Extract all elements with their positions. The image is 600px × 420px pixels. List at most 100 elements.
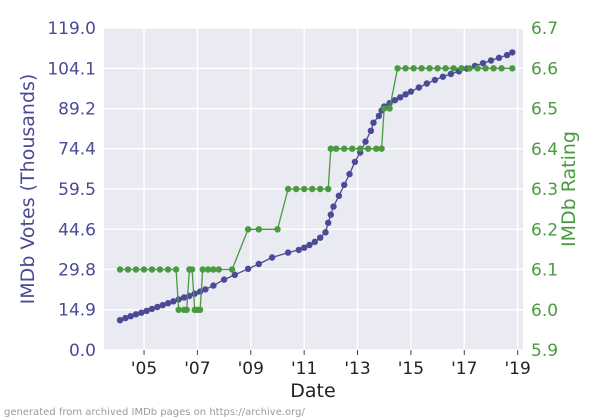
rating-point [116, 266, 124, 273]
rating-point [188, 266, 196, 273]
rating-point [293, 185, 300, 193]
votes-point [148, 305, 156, 313]
votes-point [311, 238, 318, 245]
left-tick-label: 119.0 [47, 19, 96, 39]
rating-point [365, 145, 372, 152]
votes-point [138, 309, 145, 316]
votes-point [132, 311, 140, 318]
rating-point [132, 266, 140, 273]
votes-point [268, 254, 276, 261]
rating-point [458, 65, 465, 72]
rating-point [204, 266, 212, 273]
votes-point [170, 298, 177, 305]
votes-point [509, 49, 516, 56]
x-tick-label: '17 [451, 359, 477, 379]
rating-point [378, 145, 385, 152]
votes-point [116, 317, 124, 324]
votes-point [351, 158, 359, 166]
votes-point [397, 94, 404, 101]
votes-point [423, 80, 431, 87]
rating-point [140, 266, 148, 273]
votes-point [202, 286, 209, 293]
rating-point [410, 65, 417, 72]
votes-point [362, 138, 369, 145]
rating-point [474, 65, 481, 72]
x-tick-label: '05 [131, 359, 157, 379]
votes-point [375, 112, 383, 120]
votes-point [341, 181, 348, 189]
votes-point [447, 70, 455, 78]
votes-point [335, 192, 343, 199]
right-tick-label: 5.9 [531, 341, 558, 361]
left-tick-label: 74.4 [58, 140, 96, 160]
left-axis-label: IMDb Votes (Thousands) [17, 74, 39, 305]
rating-point [164, 266, 172, 273]
x-tick-label: '15 [398, 359, 424, 379]
x-axis-label: Date [290, 380, 335, 402]
votes-point [391, 97, 399, 104]
votes-point [415, 84, 423, 91]
votes-point [439, 73, 447, 80]
rating-point [156, 266, 164, 273]
right-tick-label: 6.6 [531, 59, 558, 79]
votes-point [180, 294, 188, 301]
right-axis-ticks: 5.9 6.0 6.1 6.2 6.3 6.4 6.5 6.6 6.7 [531, 19, 558, 361]
rating-point [301, 185, 308, 193]
left-tick-label: 104.1 [47, 59, 96, 79]
votes-point [325, 219, 332, 226]
votes-point [301, 244, 308, 251]
rating-point [175, 306, 182, 313]
series-layer [116, 49, 516, 324]
rating-point [124, 266, 132, 273]
rating-point [148, 266, 156, 273]
x-tick-label: '19 [505, 359, 531, 379]
votes-point [431, 76, 439, 84]
votes-point [220, 276, 228, 283]
rating-point [394, 65, 401, 72]
rating-point [341, 145, 348, 152]
votes-point [175, 296, 182, 303]
rating-point [317, 185, 324, 193]
right-tick-label: 6.5 [531, 100, 558, 120]
rating-point [434, 65, 441, 72]
rating-point [402, 65, 409, 72]
votes-point [402, 91, 409, 98]
rating-point [490, 65, 497, 72]
left-tick-label: 14.9 [58, 301, 96, 321]
votes-point [231, 271, 238, 278]
rating-point [482, 65, 489, 72]
right-tick-label: 6.3 [531, 180, 558, 200]
rating-point [255, 226, 262, 233]
votes-point [479, 60, 487, 67]
rating-point [333, 145, 340, 152]
right-tick-label: 6.1 [531, 261, 558, 281]
x-tick-label: '09 [238, 359, 264, 379]
right-tick-label: 6.7 [531, 19, 558, 39]
rating-point [466, 65, 473, 72]
left-tick-label: 89.2 [58, 100, 96, 120]
right-tick-label: 6.4 [531, 140, 558, 160]
rating-point [442, 65, 449, 72]
rating-point [244, 226, 252, 233]
rating-point [196, 306, 204, 313]
votes-point [317, 234, 324, 241]
votes-point [322, 229, 329, 236]
rating-point [426, 65, 433, 72]
left-tick-label: 44.6 [58, 220, 96, 240]
votes-point [159, 301, 166, 309]
rating-point [509, 65, 516, 72]
votes-point [407, 88, 415, 95]
votes-point [143, 307, 150, 314]
right-axis-label: IMDb Rating [558, 131, 580, 247]
rating-point [498, 65, 505, 72]
votes-point [127, 313, 134, 320]
rating-point [349, 145, 356, 152]
x-tick-label: '07 [184, 359, 210, 379]
votes-point [503, 51, 511, 59]
rating-point [284, 185, 292, 193]
rating-point [228, 266, 236, 273]
left-tick-label: 29.8 [58, 260, 96, 280]
votes-point [164, 300, 172, 307]
left-tick-label: 0.0 [69, 341, 96, 361]
rating-point [373, 145, 380, 152]
